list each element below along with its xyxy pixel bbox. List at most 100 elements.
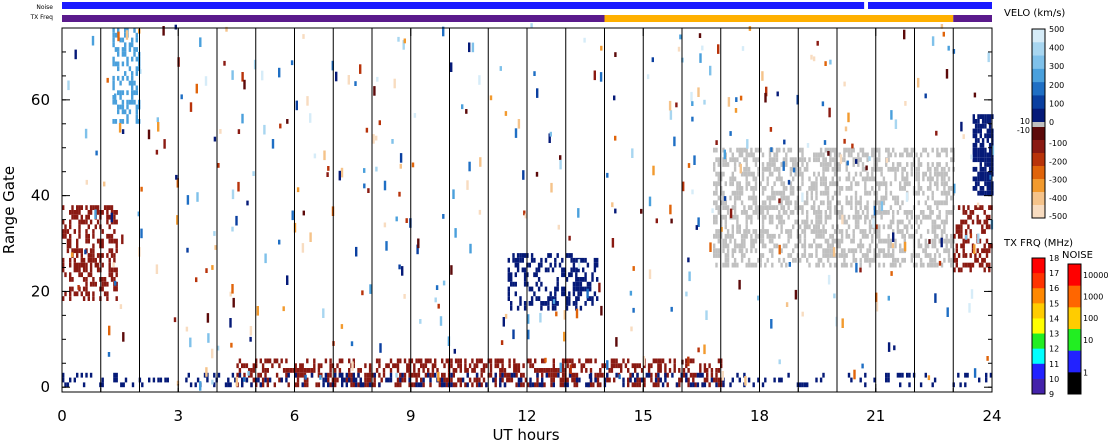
data-cell bbox=[757, 377, 760, 383]
data-cell bbox=[970, 154, 973, 160]
data-cell bbox=[533, 272, 536, 278]
data-cell bbox=[979, 186, 982, 191]
data-cell bbox=[864, 190, 867, 196]
data-cell bbox=[873, 205, 877, 216]
scan-lines bbox=[100, 28, 954, 392]
data-cell bbox=[313, 368, 316, 373]
data-cell bbox=[113, 286, 116, 292]
data-cell bbox=[729, 131, 732, 136]
data-cell bbox=[974, 205, 977, 210]
data-cell bbox=[979, 157, 982, 163]
data-cell bbox=[241, 72, 244, 82]
data-cell bbox=[692, 358, 695, 364]
data-cell bbox=[868, 243, 872, 249]
data-cell bbox=[575, 372, 579, 378]
data-cell bbox=[547, 301, 550, 306]
data-cell bbox=[439, 316, 443, 326]
data-cell bbox=[819, 214, 823, 220]
data-cell bbox=[92, 296, 95, 301]
data-cell bbox=[859, 248, 862, 254]
data-cell bbox=[889, 166, 893, 172]
data-cell bbox=[489, 358, 493, 364]
data-cell bbox=[354, 377, 358, 383]
data-cell bbox=[899, 205, 902, 210]
data-cell bbox=[845, 186, 848, 191]
data-cell bbox=[908, 152, 911, 158]
data-cell bbox=[843, 147, 846, 153]
noise-tick-label: 100 bbox=[1083, 314, 1098, 323]
data-cell bbox=[771, 248, 774, 254]
data-cell bbox=[962, 253, 965, 258]
data-cell bbox=[593, 262, 597, 268]
data-cell bbox=[368, 382, 372, 388]
data-cell bbox=[618, 374, 621, 380]
data-cell bbox=[933, 243, 937, 249]
data-cell bbox=[478, 377, 481, 383]
data-cell bbox=[801, 152, 804, 158]
data-cell bbox=[785, 162, 788, 167]
data-cell bbox=[808, 262, 811, 268]
data-cell bbox=[750, 205, 753, 210]
data-cell bbox=[833, 166, 837, 172]
data-cell bbox=[131, 75, 134, 81]
data-cell bbox=[347, 75, 350, 85]
data-cell bbox=[759, 262, 762, 268]
data-cell bbox=[348, 377, 351, 383]
data-cell bbox=[73, 291, 76, 297]
data-cell bbox=[128, 47, 132, 52]
data-cell bbox=[715, 157, 718, 163]
data-cell bbox=[499, 66, 502, 71]
data-cell bbox=[731, 181, 734, 187]
data-cell bbox=[885, 190, 888, 196]
data-cell bbox=[499, 382, 502, 388]
data-cell bbox=[368, 377, 372, 383]
data-cell bbox=[766, 205, 769, 210]
data-cell bbox=[915, 253, 918, 258]
data-cell bbox=[878, 181, 881, 187]
data-cell bbox=[385, 377, 388, 383]
data-cell bbox=[723, 196, 727, 201]
data-cell bbox=[745, 229, 748, 234]
data-cell bbox=[510, 372, 514, 378]
data-cell bbox=[515, 368, 518, 373]
data-cell bbox=[985, 238, 989, 244]
data-cell bbox=[745, 171, 748, 177]
data-cell bbox=[766, 166, 769, 172]
data-cell bbox=[785, 186, 788, 191]
data-cell bbox=[824, 190, 827, 196]
data-cell bbox=[245, 377, 249, 383]
data-cell bbox=[936, 147, 939, 153]
data-cell bbox=[857, 200, 860, 206]
data-cell bbox=[636, 372, 639, 378]
data-cell bbox=[928, 239, 931, 244]
data-cell bbox=[389, 358, 393, 364]
data-cell bbox=[128, 42, 132, 48]
data-cell bbox=[904, 101, 907, 106]
data-cell bbox=[803, 219, 807, 225]
data-cell bbox=[894, 119, 898, 129]
data-cell bbox=[887, 157, 890, 163]
data-cell bbox=[794, 219, 797, 225]
data-cell bbox=[831, 253, 834, 258]
data-cell bbox=[871, 166, 874, 172]
data-cell bbox=[112, 28, 115, 33]
data-cell bbox=[986, 152, 989, 158]
data-cell bbox=[981, 152, 985, 158]
data-cell bbox=[967, 214, 970, 220]
data-cell bbox=[375, 166, 378, 172]
data-cell bbox=[257, 372, 260, 378]
data-cell bbox=[747, 257, 751, 263]
data-cell bbox=[651, 57, 654, 63]
data-cell bbox=[450, 358, 453, 364]
data-cell bbox=[687, 377, 690, 383]
data-cell bbox=[513, 358, 516, 364]
data-cell bbox=[715, 233, 718, 239]
data-cell bbox=[317, 382, 321, 388]
data-cell bbox=[345, 372, 348, 378]
data-cell bbox=[471, 382, 474, 388]
data-cell bbox=[822, 171, 825, 177]
data-cell bbox=[936, 166, 939, 172]
data-cell bbox=[917, 176, 920, 182]
data-cell bbox=[413, 113, 417, 118]
data-cell bbox=[575, 272, 578, 278]
